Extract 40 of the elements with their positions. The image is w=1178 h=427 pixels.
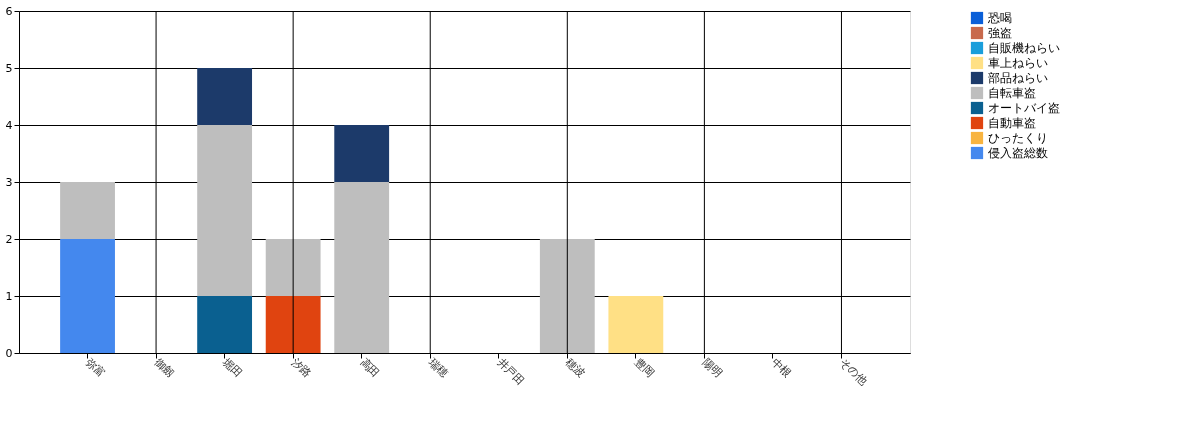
x-tick-label: 井戸田: [494, 355, 528, 389]
x-tick-label: 瑞穂: [425, 355, 451, 381]
bar: [265, 296, 321, 353]
x-tick-label: 御劔: [151, 355, 177, 381]
y-tick-label: 2: [5, 232, 13, 246]
legend-label: 強盗: [988, 26, 1012, 40]
y-tick-label: 5: [5, 61, 13, 75]
x-tick-label: 豊岡: [631, 355, 657, 381]
legend-label: 恐喝: [987, 11, 1012, 25]
x-tick-label: 穂波: [563, 355, 588, 381]
bar: [334, 182, 390, 353]
y-tick-label: 3: [5, 175, 13, 189]
legend-label: 部品ねらい: [988, 71, 1048, 85]
legend-label: 車上ねらい: [988, 56, 1048, 70]
legend-label: ひったくり: [988, 131, 1048, 145]
legend-label: 侵入盗総数: [988, 146, 1048, 160]
bar: [265, 239, 321, 296]
x-tick-label: 堀田: [219, 354, 246, 381]
bar: [197, 68, 253, 125]
legend-label: 自販機ねらい: [988, 41, 1060, 55]
bar: [197, 125, 253, 296]
legend-label: 自転車盗: [988, 86, 1036, 100]
bar: [60, 182, 115, 239]
x-tick-label: 高田: [357, 355, 383, 381]
x-tick-label: 弥富: [83, 355, 109, 381]
y-tick-label: 6: [5, 4, 13, 18]
bar: [539, 239, 595, 353]
x-tick-label: 中根: [768, 355, 794, 381]
bar: [197, 296, 253, 353]
bar: [334, 125, 390, 182]
y-tick-label: 1: [5, 289, 13, 303]
x-tick-label: 陽明: [700, 355, 725, 381]
y-tick-label: 0: [5, 346, 13, 360]
legend-label: 自動車盗: [988, 116, 1036, 130]
bar: [608, 296, 664, 353]
x-tick-label: 汐路: [288, 355, 314, 381]
y-tick-label: 4: [5, 118, 13, 132]
legend-label: オートバイ盗: [988, 101, 1060, 115]
x-tick-label: その他: [837, 355, 870, 389]
bar: [60, 239, 115, 353]
